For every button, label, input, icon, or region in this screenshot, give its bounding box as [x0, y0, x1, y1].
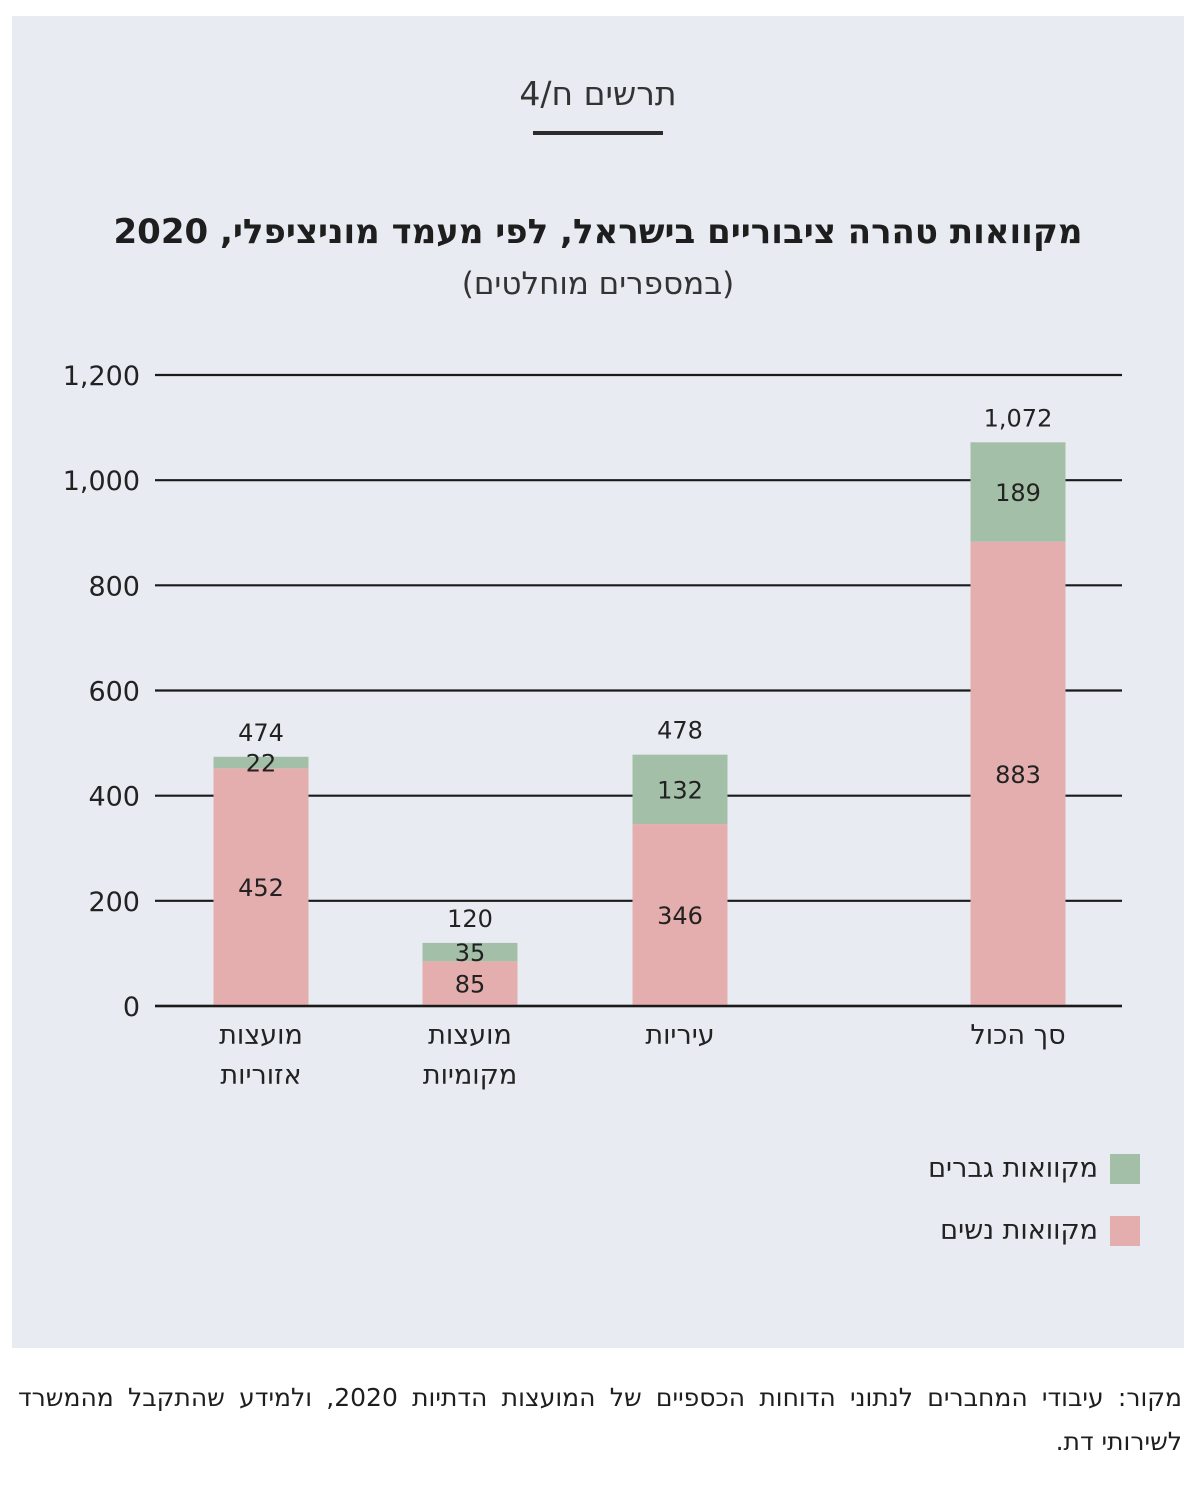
legend-item-men: מקוואות גברים: [928, 1153, 1140, 1184]
bar-value-label: 132: [657, 776, 703, 804]
bar-value-label: 452: [238, 874, 284, 902]
y-tick-label: 200: [88, 887, 140, 918]
legend-label-men: מקוואות גברים: [928, 1153, 1098, 1184]
bar-value-label: 35: [455, 939, 486, 967]
bar-segment-women: [213, 768, 309, 1006]
x-category-label: מועצות מקומיות: [423, 1020, 517, 1091]
bar-segment-men: [632, 754, 728, 825]
y-tick-label: 1,200: [63, 361, 140, 392]
figure-label: תרשים ח/4: [519, 74, 677, 113]
source-note: מקור: עיבודי המחברים לנתוני הדוחות הכספי…: [18, 1383, 1182, 1456]
y-tick-label: 0: [123, 992, 140, 1023]
bar-total-label: 1,072: [984, 404, 1053, 432]
chart-subtitle: (במספרים מוחלטים): [461, 266, 735, 302]
legend-item-women: מקוואות נשים: [940, 1215, 1140, 1246]
legend-label-women: מקוואות נשים: [940, 1215, 1098, 1246]
bar-segment-women: [422, 961, 518, 1006]
bar-value-label: 883: [995, 761, 1041, 789]
chart-title: מקוואות טהרה ציבוריים בישראל, לפי מעמד מ…: [113, 212, 1083, 252]
y-tick-label: 800: [88, 571, 140, 602]
y-tick-label: 600: [88, 677, 140, 708]
bar-value-label: 189: [995, 479, 1041, 507]
bar-value-label: 346: [657, 902, 703, 930]
bar-segment-men: [422, 942, 518, 962]
bar-segment-women: [632, 824, 728, 1006]
bar-total-label: 120: [447, 905, 493, 933]
bar-segment-men: [213, 756, 309, 769]
bar-segment-men: [970, 442, 1066, 542]
bar-total-label: 478: [657, 717, 703, 745]
x-category-label: עיריות: [645, 1020, 714, 1051]
legend-swatch-men: [1110, 1153, 1140, 1184]
x-category-label: סך הכול: [970, 1020, 1065, 1051]
bar-value-label: 85: [455, 971, 486, 999]
bar-segment-women: [970, 541, 1066, 1006]
y-tick-label: 1,000: [63, 466, 140, 497]
figure-label-underline: [533, 131, 663, 135]
x-category-label: מועצות אזוריות: [219, 1020, 303, 1091]
y-tick-label: 400: [88, 782, 140, 813]
legend-swatch-women: [1110, 1215, 1140, 1246]
bar-total-label: 474: [238, 719, 284, 747]
bar-value-label: 22: [246, 750, 277, 778]
